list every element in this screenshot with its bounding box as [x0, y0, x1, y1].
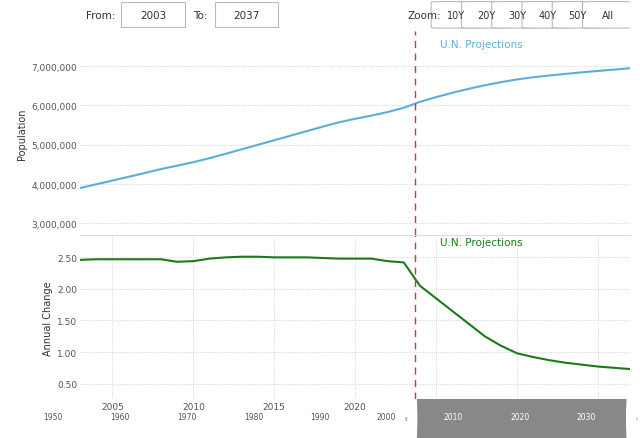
Circle shape	[397, 361, 417, 438]
FancyBboxPatch shape	[461, 3, 512, 29]
Text: 2003: 2003	[140, 11, 166, 21]
FancyBboxPatch shape	[552, 3, 603, 29]
Text: 2000: 2000	[377, 412, 396, 421]
Text: 2037: 2037	[234, 11, 260, 21]
Text: 1980: 1980	[244, 412, 263, 421]
Text: 30Y: 30Y	[508, 11, 526, 21]
Text: 50Y: 50Y	[568, 11, 587, 21]
Text: U.N. Projections: U.N. Projections	[440, 40, 523, 49]
Text: 2010: 2010	[444, 412, 463, 421]
Text: 10Y: 10Y	[447, 11, 465, 21]
Text: 20Y: 20Y	[477, 11, 496, 21]
FancyBboxPatch shape	[522, 3, 573, 29]
Text: Zoom:: Zoom:	[408, 11, 441, 21]
FancyBboxPatch shape	[492, 3, 542, 29]
Text: 2020: 2020	[510, 412, 530, 421]
Text: 40Y: 40Y	[538, 11, 556, 21]
FancyBboxPatch shape	[122, 3, 184, 28]
Text: 1970: 1970	[177, 412, 196, 421]
Y-axis label: Population: Population	[17, 108, 28, 159]
Text: From:: From:	[86, 11, 115, 21]
FancyBboxPatch shape	[215, 3, 278, 28]
Text: 1990: 1990	[310, 412, 330, 421]
Circle shape	[627, 361, 640, 438]
FancyBboxPatch shape	[431, 3, 482, 29]
FancyBboxPatch shape	[582, 3, 633, 29]
Text: U.N. Projections: U.N. Projections	[440, 237, 523, 247]
Text: 1960: 1960	[110, 412, 130, 421]
Text: I: I	[636, 416, 637, 421]
Text: 2030: 2030	[577, 412, 596, 421]
Text: All: All	[602, 11, 614, 21]
Text: To:: To:	[193, 11, 207, 21]
Text: II: II	[404, 416, 408, 421]
Y-axis label: Annual Change: Annual Change	[43, 280, 53, 355]
Text: 1950: 1950	[44, 412, 63, 421]
Bar	[406, 399, 640, 438]
